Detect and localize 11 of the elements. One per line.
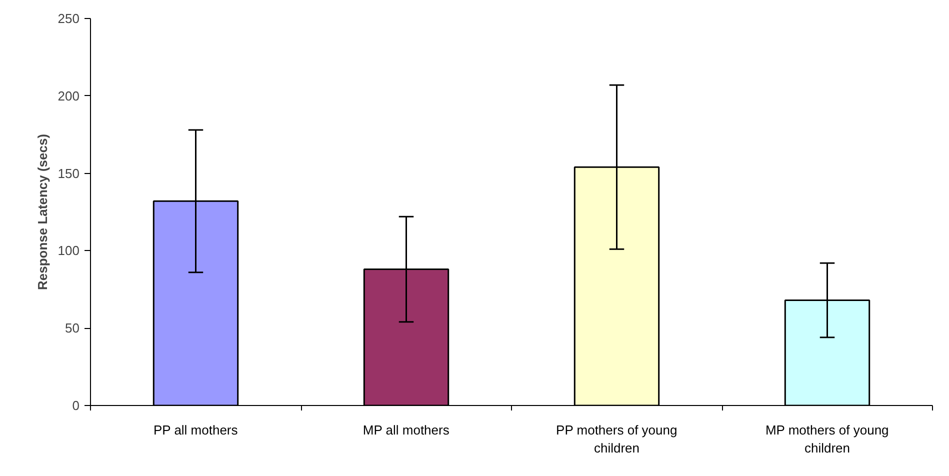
x-tick-label: MP all mothers [362, 422, 450, 438]
x-tick-label: PP all mothers [153, 422, 238, 438]
y-tick-label: 250 [58, 11, 80, 26]
y-tick-label: 50 [65, 320, 80, 336]
y-tick-label: 150 [58, 166, 80, 181]
y-tick-label: 0 [72, 398, 80, 413]
x-tick-label: PP mothers of young children [556, 422, 678, 456]
x-tick-label: MP mothers of young children [765, 422, 889, 456]
y-tick-label: 200 [58, 88, 80, 104]
y-tick-label: 100 [58, 243, 80, 258]
y-axis-title: Response Latency (secs) [34, 134, 50, 290]
